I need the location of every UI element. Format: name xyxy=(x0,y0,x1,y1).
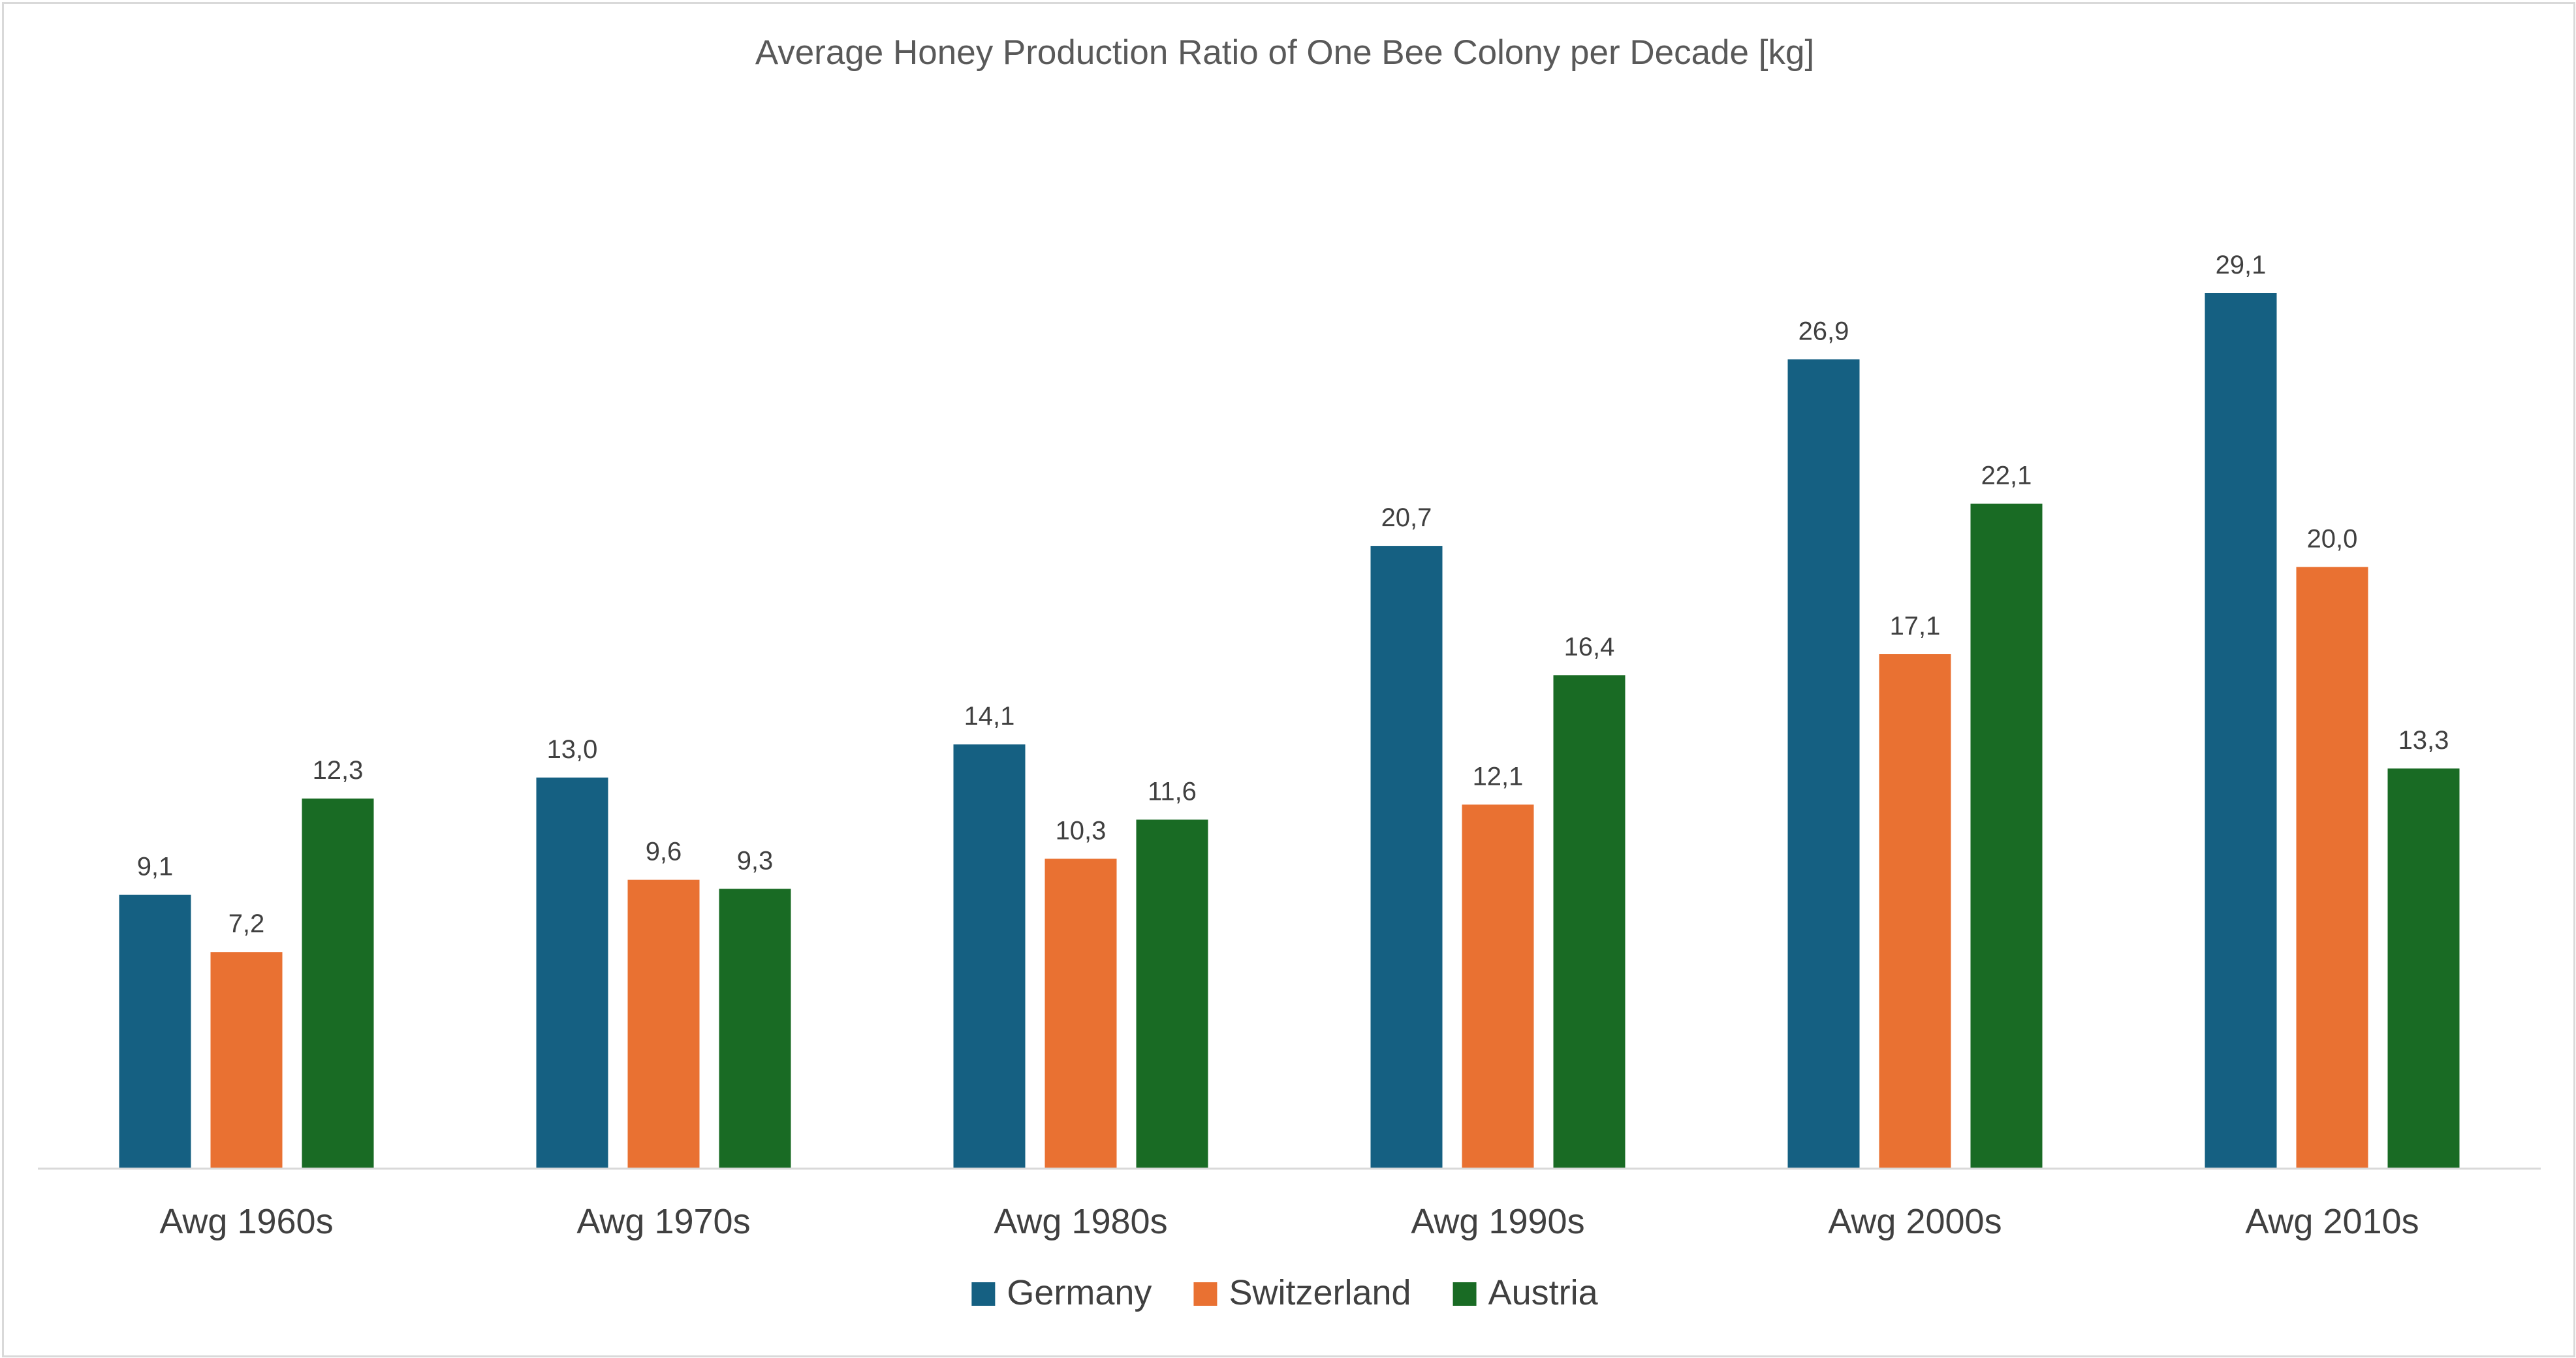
bar-germany-awg-1990s xyxy=(1370,546,1443,1169)
legend: Germany Switzerland Austria xyxy=(971,1273,1599,1312)
bar-germany-awg-2000s xyxy=(1787,359,1860,1169)
data-label-switzerland-awg-1980s: 10,3 xyxy=(1056,816,1107,845)
legend-label-austria: Austria xyxy=(1488,1273,1599,1312)
bar-switzerland-awg-1970s xyxy=(627,879,700,1169)
legend-item-austria: Austria xyxy=(1453,1273,1599,1312)
data-label-germany-awg-1990s: 20,7 xyxy=(1381,503,1432,532)
bar-germany-awg-2010s xyxy=(2205,293,2277,1169)
bar-austria-awg-1990s xyxy=(1553,675,1626,1169)
chart-title: Average Honey Production Ratio of One Be… xyxy=(755,33,1814,72)
bar-austria-awg-1980s xyxy=(1136,819,1208,1169)
bar-switzerland-awg-2000s xyxy=(1879,654,1951,1169)
data-label-switzerland-awg-1990s: 12,1 xyxy=(1473,762,1524,791)
data-labels-layer: 9,1 7,2 12,3 13,0 9,6 9,3 14,1 10,3 11,6 20,7 12,1… xyxy=(137,251,2449,938)
bar-germany-awg-1970s xyxy=(536,777,608,1169)
x-tick-label-awg-1970s: Awg 1970s xyxy=(576,1202,750,1241)
legend-item-germany: Germany xyxy=(971,1273,1152,1312)
data-label-austria-awg-1970s: 9,3 xyxy=(737,846,774,875)
data-label-switzerland-awg-1960s: 7,2 xyxy=(228,909,265,938)
legend-label-germany: Germany xyxy=(1007,1273,1152,1312)
data-label-austria-awg-2000s: 22,1 xyxy=(1981,462,2032,490)
bar-austria-awg-1970s xyxy=(719,889,791,1169)
bars-layer xyxy=(119,293,2460,1169)
bar-germany-awg-1980s xyxy=(953,744,1026,1169)
bar-austria-awg-2010s xyxy=(2387,768,2460,1169)
legend-swatch-switzerland xyxy=(1193,1282,1217,1306)
bar-switzerland-awg-1960s xyxy=(210,952,283,1169)
data-label-austria-awg-2010s: 13,3 xyxy=(2398,726,2449,755)
x-axis-tick-labels: Awg 1960s Awg 1970s Awg 1980s Awg 1990s Awg … xyxy=(159,1202,2419,1241)
data-label-austria-awg-1990s: 16,4 xyxy=(1564,633,1615,661)
data-label-switzerland-awg-2000s: 17,1 xyxy=(1890,612,1941,640)
data-label-germany-awg-1980s: 14,1 xyxy=(964,702,1015,731)
x-tick-label-awg-1960s: Awg 1960s xyxy=(159,1202,333,1241)
legend-swatch-austria xyxy=(1453,1282,1477,1306)
data-label-germany-awg-2010s: 29,1 xyxy=(2216,251,2267,279)
chart-canvas: Average Honey Production Ratio of One Be… xyxy=(38,33,2541,1312)
x-tick-label-awg-1980s: Awg 1980s xyxy=(994,1202,1167,1241)
data-label-germany-awg-1970s: 13,0 xyxy=(547,735,598,764)
x-tick-label-awg-1990s: Awg 1990s xyxy=(1411,1202,1584,1241)
data-label-switzerland-awg-1970s: 9,6 xyxy=(646,838,682,866)
legend-swatch-germany xyxy=(971,1282,996,1306)
legend-label-switzerland: Switzerland xyxy=(1229,1273,1411,1312)
x-tick-label-awg-2000s: Awg 2000s xyxy=(1828,1202,2002,1241)
bar-switzerland-awg-1980s xyxy=(1045,859,1117,1169)
bar-switzerland-awg-1990s xyxy=(1462,804,1534,1169)
bar-switzerland-awg-2010s xyxy=(2296,567,2368,1169)
bar-austria-awg-1960s xyxy=(302,798,374,1169)
bar-austria-awg-2000s xyxy=(1970,503,2043,1169)
bar-germany-awg-1960s xyxy=(119,894,191,1169)
data-label-germany-awg-2000s: 26,9 xyxy=(1798,317,1849,345)
data-label-austria-awg-1960s: 12,3 xyxy=(313,756,364,785)
data-label-germany-awg-1960s: 9,1 xyxy=(137,853,174,881)
legend-item-switzerland: Switzerland xyxy=(1193,1273,1411,1312)
x-tick-label-awg-2010s: Awg 2010s xyxy=(2245,1202,2419,1241)
data-label-switzerland-awg-2010s: 20,0 xyxy=(2307,524,2358,553)
data-label-austria-awg-1980s: 11,6 xyxy=(1148,777,1197,806)
